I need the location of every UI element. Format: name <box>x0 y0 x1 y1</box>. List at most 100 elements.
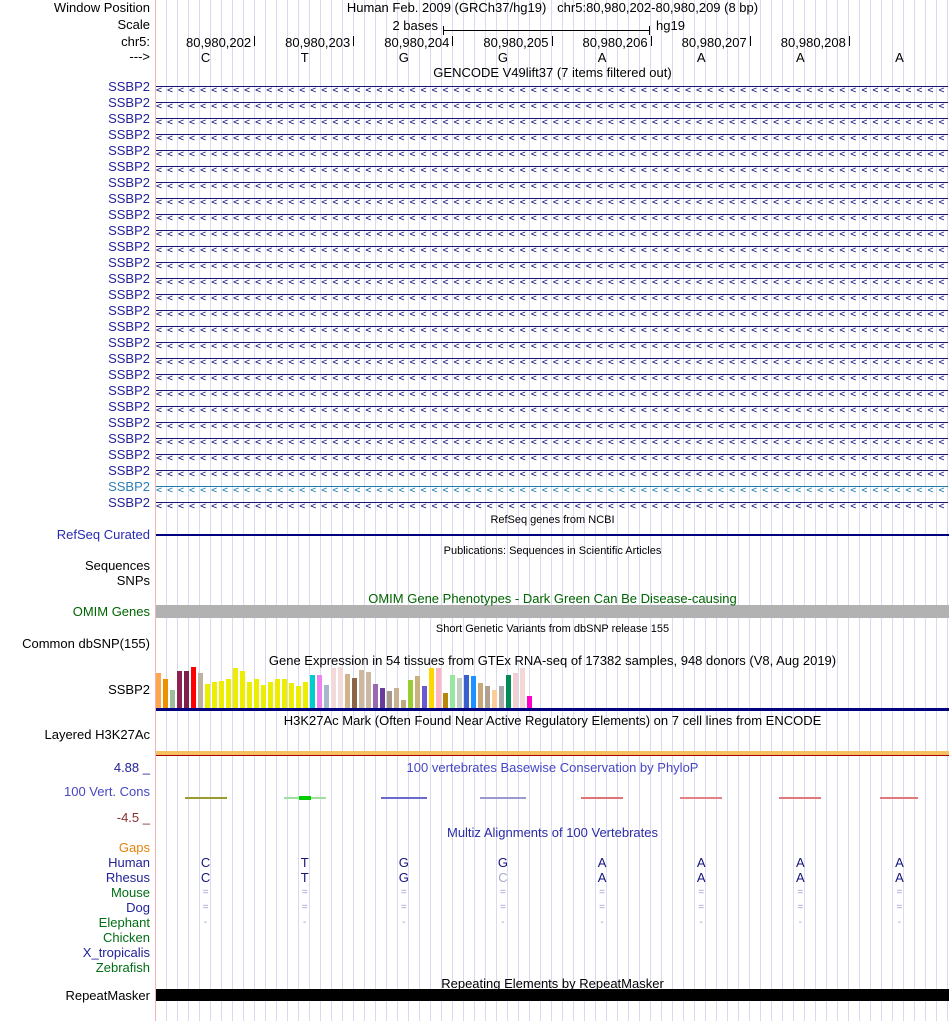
gencode-transcript-row[interactable]: <<<<<<<<<<<<<<<<<<<<<<<<<<<<<<<<<<<<<<<<… <box>156 209 948 221</box>
gencode-transcript-row[interactable]: <<<<<<<<<<<<<<<<<<<<<<<<<<<<<<<<<<<<<<<<… <box>156 193 948 205</box>
multiz-species-label[interactable]: Human <box>108 855 150 870</box>
gene-label[interactable]: SSBP2 <box>108 287 150 302</box>
conservation-mark[interactable] <box>880 797 919 799</box>
gene-label[interactable]: SSBP2 <box>108 95 150 110</box>
gene-label[interactable]: SSBP2 <box>108 431 150 446</box>
conservation-track-label[interactable]: 100 Vert. Cons <box>64 784 150 799</box>
gene-label[interactable]: SSBP2 <box>108 463 150 478</box>
gtex-tissue-bar[interactable] <box>163 679 168 708</box>
gtex-tissue-bar[interactable] <box>373 684 378 708</box>
gtex-tissue-bar[interactable] <box>506 675 511 708</box>
gencode-transcript-row[interactable]: <<<<<<<<<<<<<<<<<<<<<<<<<<<<<<<<<<<<<<<<… <box>156 145 948 157</box>
gtex-tissue-bar[interactable] <box>499 686 504 708</box>
gene-label[interactable]: SSBP2 <box>108 415 150 430</box>
gtex-tissue-bar[interactable] <box>422 686 427 708</box>
gtex-tissue-bar[interactable] <box>387 691 392 708</box>
conservation-mark[interactable] <box>184 797 227 799</box>
gene-label[interactable]: SSBP2 <box>108 223 150 238</box>
gene-label[interactable]: SSBP2 <box>108 495 150 510</box>
gtex-barchart[interactable] <box>156 666 949 708</box>
gencode-transcript-row[interactable]: <<<<<<<<<<<<<<<<<<<<<<<<<<<<<<<<<<<<<<<<… <box>156 417 948 429</box>
gtex-tissue-bar[interactable] <box>317 675 322 708</box>
gene-label[interactable]: SSBP2 <box>108 399 150 414</box>
gene-label[interactable]: SSBP2 <box>108 479 150 494</box>
gtex-tissue-bar[interactable] <box>289 683 294 708</box>
gencode-transcript-row[interactable]: <<<<<<<<<<<<<<<<<<<<<<<<<<<<<<<<<<<<<<<<… <box>156 97 948 109</box>
gtex-tissue-bar[interactable] <box>527 696 532 708</box>
multiz-species-label[interactable]: Gaps <box>118 840 150 855</box>
conservation-mark[interactable] <box>479 797 526 799</box>
gene-label[interactable]: SSBP2 <box>108 367 150 382</box>
publications-snps-label[interactable]: SNPs <box>116 573 150 588</box>
gtex-tissue-bar[interactable] <box>310 675 315 708</box>
gtex-tissue-bar[interactable] <box>345 674 350 708</box>
gene-label[interactable]: SSBP2 <box>108 79 150 94</box>
gencode-transcript-row[interactable]: <<<<<<<<<<<<<<<<<<<<<<<<<<<<<<<<<<<<<<<<… <box>156 497 948 509</box>
repeatmasker-label[interactable]: RepeatMasker <box>65 988 150 1003</box>
gencode-transcript-row[interactable]: <<<<<<<<<<<<<<<<<<<<<<<<<<<<<<<<<<<<<<<<… <box>156 177 948 189</box>
gtex-tissue-bar[interactable] <box>352 678 357 708</box>
gtex-tissue-bar[interactable] <box>303 682 308 708</box>
gencode-transcript-row[interactable]: <<<<<<<<<<<<<<<<<<<<<<<<<<<<<<<<<<<<<<<<… <box>156 273 948 285</box>
gene-label[interactable]: SSBP2 <box>108 351 150 366</box>
gene-label[interactable]: SSBP2 <box>108 255 150 270</box>
gencode-transcript-row[interactable]: <<<<<<<<<<<<<<<<<<<<<<<<<<<<<<<<<<<<<<<<… <box>156 401 948 413</box>
gene-label[interactable]: SSBP2 <box>108 383 150 398</box>
gtex-tissue-bar[interactable] <box>296 686 301 708</box>
gencode-transcript-row[interactable]: <<<<<<<<<<<<<<<<<<<<<<<<<<<<<<<<<<<<<<<<… <box>156 385 948 397</box>
gtex-tissue-bar[interactable] <box>408 680 413 708</box>
gene-label[interactable]: SSBP2 <box>108 111 150 126</box>
gtex-gene-label[interactable]: SSBP2 <box>108 682 150 697</box>
h3k27ac-signal-band[interactable] <box>156 751 949 755</box>
multiz-species-label[interactable]: Elephant <box>98 915 150 930</box>
gtex-tissue-bar[interactable] <box>513 673 518 708</box>
conservation-mark[interactable] <box>680 797 723 799</box>
gencode-transcript-row[interactable]: <<<<<<<<<<<<<<<<<<<<<<<<<<<<<<<<<<<<<<<<… <box>156 433 948 445</box>
gene-label[interactable]: SSBP2 <box>108 191 150 206</box>
multiz-species-label[interactable]: X_tropicalis <box>82 945 150 960</box>
conservation-mark[interactable] <box>581 797 624 799</box>
gtex-tissue-bar[interactable] <box>177 671 182 708</box>
gencode-transcript-row[interactable]: <<<<<<<<<<<<<<<<<<<<<<<<<<<<<<<<<<<<<<<<… <box>156 257 948 269</box>
gencode-transcript-row[interactable]: <<<<<<<<<<<<<<<<<<<<<<<<<<<<<<<<<<<<<<<<… <box>156 225 948 237</box>
refseq-gene-line[interactable] <box>156 534 949 536</box>
gtex-tissue-bar[interactable] <box>219 681 224 708</box>
gencode-transcript-row[interactable]: <<<<<<<<<<<<<<<<<<<<<<<<<<<<<<<<<<<<<<<<… <box>156 289 948 301</box>
dbsnp-label[interactable]: Common dbSNP(155) <box>22 636 150 651</box>
gencode-transcript-row[interactable]: <<<<<<<<<<<<<<<<<<<<<<<<<<<<<<<<<<<<<<<<… <box>156 161 948 173</box>
gtex-tissue-bar[interactable] <box>205 684 210 708</box>
gtex-tissue-bar[interactable] <box>247 682 252 708</box>
conservation-mark[interactable] <box>283 796 326 800</box>
gtex-tissue-bar[interactable] <box>450 675 455 708</box>
gencode-transcript-row[interactable]: <<<<<<<<<<<<<<<<<<<<<<<<<<<<<<<<<<<<<<<<… <box>156 81 948 93</box>
conservation-mark[interactable] <box>380 797 427 799</box>
gtex-tissue-bar[interactable] <box>268 682 273 708</box>
gencode-transcript-row[interactable]: <<<<<<<<<<<<<<<<<<<<<<<<<<<<<<<<<<<<<<<<… <box>156 129 948 141</box>
gtex-tissue-bar[interactable] <box>415 676 420 708</box>
gene-label[interactable]: SSBP2 <box>108 447 150 462</box>
omim-genes-bar[interactable] <box>156 605 949 618</box>
gene-label[interactable]: SSBP2 <box>108 239 150 254</box>
gtex-tissue-bar[interactable] <box>282 679 287 708</box>
multiz-species-label[interactable]: Zebrafish <box>95 960 150 975</box>
gencode-transcript-row[interactable]: <<<<<<<<<<<<<<<<<<<<<<<<<<<<<<<<<<<<<<<<… <box>156 353 948 365</box>
gtex-tissue-bar[interactable] <box>198 673 203 708</box>
repeatmasker-bar[interactable] <box>156 989 949 1001</box>
multiz-species-label[interactable]: Dog <box>126 900 150 915</box>
gencode-transcript-row[interactable]: <<<<<<<<<<<<<<<<<<<<<<<<<<<<<<<<<<<<<<<<… <box>156 241 948 253</box>
gene-label[interactable]: SSBP2 <box>108 319 150 334</box>
gtex-tissue-bar[interactable] <box>170 690 175 708</box>
gencode-transcript-row[interactable]: <<<<<<<<<<<<<<<<<<<<<<<<<<<<<<<<<<<<<<<<… <box>156 449 948 461</box>
gtex-tissue-bar[interactable] <box>191 667 196 708</box>
gtex-tissue-bar[interactable] <box>520 668 525 708</box>
conservation-mark[interactable] <box>779 797 822 799</box>
gtex-tissue-bar[interactable] <box>429 668 434 708</box>
gtex-tissue-bar[interactable] <box>464 675 469 708</box>
gtex-tissue-bar[interactable] <box>485 686 490 708</box>
gtex-tissue-bar[interactable] <box>436 668 441 708</box>
gencode-transcript-row[interactable]: <<<<<<<<<<<<<<<<<<<<<<<<<<<<<<<<<<<<<<<<… <box>156 337 948 349</box>
multiz-species-label[interactable]: Chicken <box>103 930 150 945</box>
gene-label[interactable]: SSBP2 <box>108 127 150 142</box>
gtex-tissue-bar[interactable] <box>184 671 189 708</box>
gene-label[interactable]: SSBP2 <box>108 335 150 350</box>
